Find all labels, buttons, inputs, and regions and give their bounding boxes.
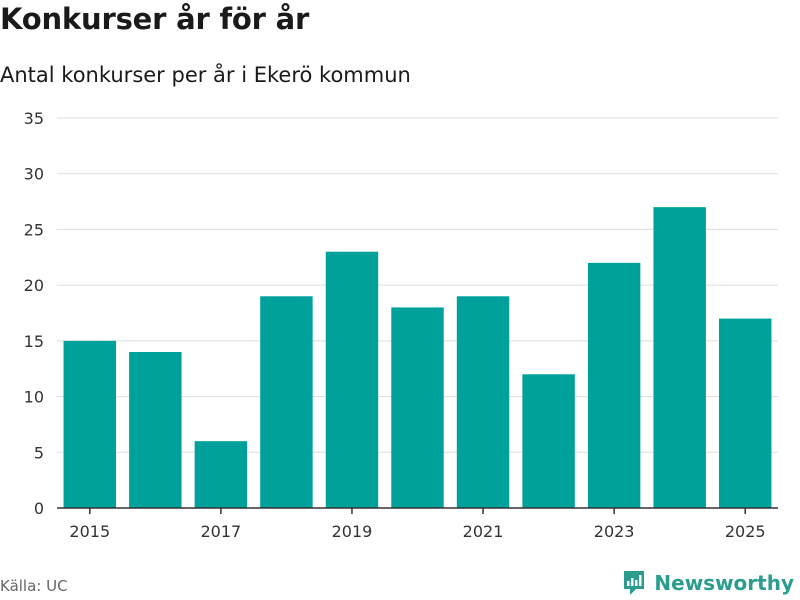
y-tick-label: 35 <box>24 109 44 128</box>
bar <box>719 318 772 508</box>
x-tick-label: 2017 <box>201 522 242 541</box>
bar <box>522 374 575 508</box>
bar <box>129 352 182 508</box>
y-tick-label: 5 <box>34 443 44 462</box>
brand-name: Newsworthy <box>654 571 794 595</box>
bar <box>456 296 510 508</box>
bar <box>260 296 313 508</box>
x-tick-label: 2023 <box>594 522 635 541</box>
x-tick-label: 2019 <box>332 522 373 541</box>
x-tick-label: 2021 <box>463 522 504 541</box>
source-note: Källa: UC <box>0 577 68 595</box>
bar <box>63 340 116 508</box>
bar <box>325 251 379 508</box>
chart-subtitle: Antal konkurser per år i Ekerö kommun <box>0 63 411 87</box>
y-tick-label: 20 <box>24 276 44 295</box>
bar <box>653 207 706 508</box>
chart-title: Konkurser år för år <box>0 2 310 36</box>
y-tick-label: 0 <box>34 499 44 518</box>
y-tick-label: 30 <box>24 165 44 184</box>
y-tick-label: 25 <box>24 220 44 239</box>
y-tick-label: 15 <box>24 332 44 351</box>
bar <box>194 441 248 508</box>
x-tick-label: 2015 <box>69 522 110 541</box>
brand: Newsworthy <box>622 569 794 597</box>
y-tick-label: 10 <box>24 388 44 407</box>
bar <box>587 262 641 508</box>
newsworthy-logo-icon <box>624 571 645 595</box>
x-tick-label: 2025 <box>725 522 766 541</box>
bar <box>391 307 444 508</box>
